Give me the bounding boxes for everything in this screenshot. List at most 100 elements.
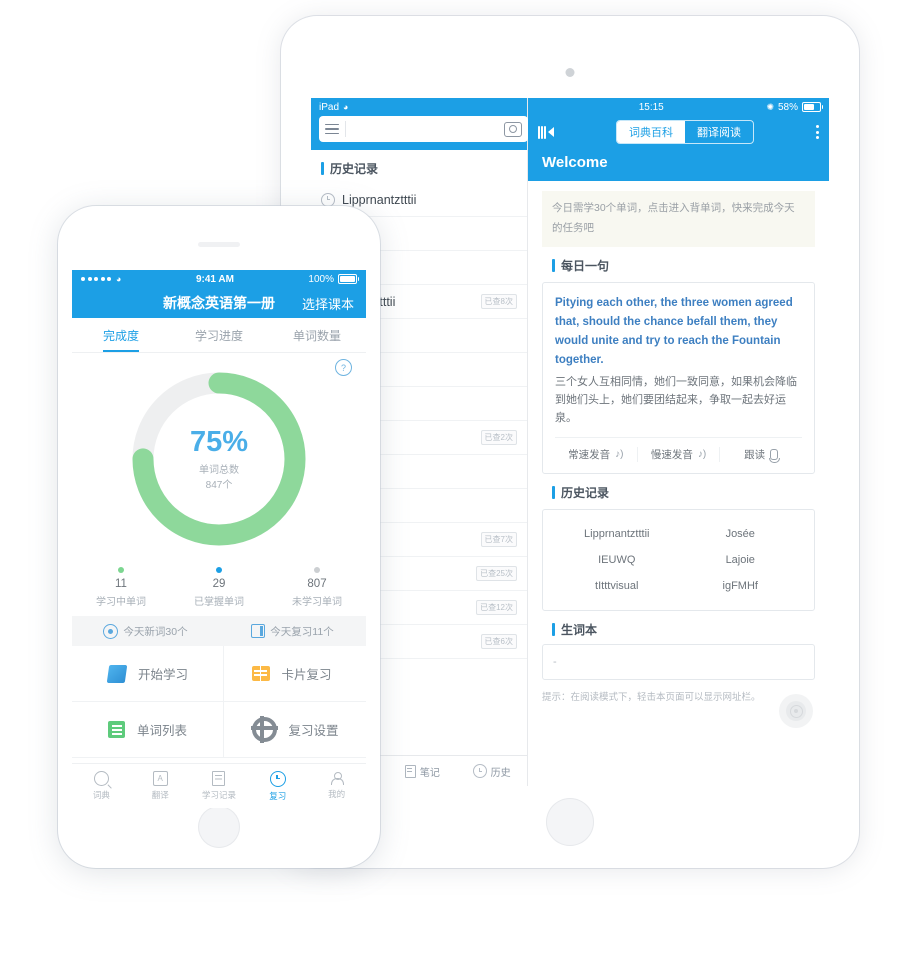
signal-dots-icon: [81, 277, 111, 281]
section-title-label: 历史记录: [561, 486, 610, 501]
completion-chart: ? 75% 单词总数 847个: [72, 353, 366, 565]
stat-mastered: 29 已掌握单词: [170, 567, 268, 608]
menu-review-settings[interactable]: 复习设置: [222, 702, 367, 757]
list-item[interactable]: 已查25次: [311, 557, 527, 591]
right-history-title: 历史记录: [542, 474, 815, 507]
left-tab-notes[interactable]: 笔记: [404, 764, 440, 779]
hamburger-icon[interactable]: [325, 123, 339, 135]
tabbar-item-translate[interactable]: A 翻译: [131, 764, 190, 808]
section-accent-bar: [552, 258, 555, 272]
tab-progress[interactable]: 学习进度: [194, 328, 243, 343]
tabbar-item-records[interactable]: 学习记录: [190, 764, 249, 808]
history-entry[interactable]: tItttvisual: [595, 580, 639, 593]
today-review[interactable]: 今天复习11个: [219, 624, 366, 639]
daily-sentence-card: Pitying each other, the three women agre…: [542, 281, 815, 475]
segment-dictionary[interactable]: 词典百科: [617, 121, 685, 143]
section-accent-bar: [321, 162, 324, 175]
total-words-label: 单词总数: [199, 465, 239, 477]
tabbar-item-mine[interactable]: 我的: [307, 764, 366, 808]
audio-label: 慢速发音: [650, 449, 693, 462]
stat-label: 已掌握单词: [194, 597, 244, 608]
newwords-box[interactable]: -: [542, 644, 815, 681]
history-word: Lipprnantztttii: [342, 192, 417, 207]
legend-dot-unlearned: [314, 567, 320, 573]
list-icon: [108, 721, 125, 738]
page-title: 新概念英语第一册: [163, 295, 275, 311]
quote-english: Pitying each other, the three women agre…: [555, 296, 793, 366]
iphone-nav-bar: 新概念英语第一册 选择课本: [72, 288, 366, 318]
lookup-count-badge: 已查25次: [476, 566, 517, 581]
ipad-home-button[interactable]: [546, 798, 594, 846]
tabbar-label: 翻译: [151, 790, 169, 800]
back-icon[interactable]: [538, 125, 554, 139]
iphone-speaker: [198, 242, 240, 247]
history-entry[interactable]: IEUWQ: [598, 554, 636, 567]
normal-speed-button[interactable]: 常速发音 ♪): [555, 447, 638, 463]
battery-icon: [802, 102, 823, 112]
menu-start-study[interactable]: 开始学习: [72, 646, 223, 701]
left-tab-label: 历史: [490, 767, 511, 779]
stat-value: 807: [307, 578, 327, 590]
right-history-card: Lipprnantztttii Josée IEUWQ Lajoie tIttt…: [542, 509, 815, 612]
document-icon: [212, 771, 226, 786]
segment-translate[interactable]: 翻译阅读: [697, 127, 741, 139]
daily-notice[interactable]: 今日需学30个单词，点击进入背单词，快来完成今天的任务吧: [542, 191, 815, 247]
stat-learning: 11 学习中单词: [72, 567, 170, 608]
select-textbook-button[interactable]: 选择课本: [301, 296, 354, 312]
section-title-label: 生词本: [561, 623, 598, 638]
iphone-tabbar: 词典 A 翻译 学习记录 复习 我的: [72, 763, 366, 808]
history-grid: Lipprnantztttii Josée IEUWQ Lajoie tIttt…: [555, 521, 802, 599]
lookup-count-badge: 已查7次: [480, 532, 517, 547]
menu-card-review[interactable]: 卡片复习: [222, 646, 367, 701]
ipad-search-bar: [311, 116, 528, 150]
bluetooth-icon: ✺: [766, 101, 774, 112]
donut-center: 75% 单词总数 847个: [128, 368, 310, 550]
iphone-home-button[interactable]: [198, 806, 240, 848]
tab-completion[interactable]: 完成度: [72, 318, 170, 352]
speaker-icon: ♪): [615, 449, 624, 461]
section-title-label: 每日一句: [561, 258, 610, 273]
assistive-touch-icon[interactable]: [779, 694, 813, 728]
list-item[interactable]: Lipprnantztttii: [311, 183, 527, 217]
menu-label: 卡片复习: [281, 668, 332, 682]
help-icon[interactable]: ?: [335, 359, 352, 376]
segmented-control[interactable]: 词典百科 翻译阅读: [616, 120, 754, 144]
legend-dot-learning: [118, 567, 124, 573]
ipad-camera-dot: [565, 68, 575, 77]
ipad-nav-bar: 词典百科 翻译阅读: [528, 116, 829, 148]
follow-read-button[interactable]: 跟读: [720, 447, 802, 463]
today-newwords-label: 今天新词30个: [123, 625, 188, 638]
newwords-value: -: [553, 656, 557, 669]
history-entry[interactable]: Lipprnantztttii: [584, 528, 650, 541]
history-entry[interactable]: Josée: [725, 528, 755, 541]
history-entry[interactable]: igFMHf: [722, 580, 758, 593]
battery-percent: 58%: [777, 101, 798, 113]
lookup-count-badge: 已查6次: [480, 634, 517, 649]
tabbar-item-review[interactable]: 复习: [248, 764, 307, 808]
wifi-icon: ◕: [343, 102, 349, 112]
section-title-label: 历史记录: [330, 162, 379, 176]
more-vertical-icon[interactable]: [816, 125, 819, 139]
left-tab-history[interactable]: 历史: [472, 764, 511, 779]
stat-value: 11: [115, 578, 127, 590]
today-newwords[interactable]: 今天新词30个: [72, 623, 219, 639]
stat-label: 学习中单词: [96, 597, 146, 608]
menu-row: 单词列表 复习设置: [72, 702, 366, 758]
menu-label: 复习设置: [288, 724, 339, 738]
calendar-icon: [251, 624, 266, 638]
battery-icon: [338, 274, 359, 284]
ipad-right-body: 今日需学30个单词，点击进入背单词，快来完成今天的任务吧 每日一句 Pityin…: [528, 181, 829, 786]
tab-wordcount[interactable]: 单词数量: [292, 328, 341, 343]
search-input[interactable]: [352, 122, 498, 136]
slow-speed-button[interactable]: 慢速发音 ♪): [638, 447, 721, 463]
search-box[interactable]: [319, 116, 528, 142]
camera-icon[interactable]: [504, 121, 522, 137]
menu-word-list[interactable]: 单词列表: [72, 702, 223, 757]
speaker-icon: ♪): [697, 449, 707, 461]
history-entry[interactable]: Lajoie: [725, 554, 755, 567]
assistive-ring-outer: [786, 701, 806, 721]
tabbar-item-dictionary[interactable]: 词典: [72, 764, 131, 808]
left-section-title: 历史记录: [311, 150, 527, 183]
note-icon: [404, 764, 416, 778]
